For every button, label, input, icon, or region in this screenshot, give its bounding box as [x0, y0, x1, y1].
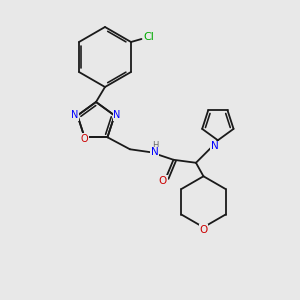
Text: O: O: [81, 134, 88, 144]
Text: O: O: [199, 225, 208, 235]
Text: N: N: [211, 141, 219, 151]
Text: N: N: [113, 110, 121, 121]
Text: H: H: [152, 141, 158, 150]
Text: O: O: [159, 176, 167, 186]
Text: Cl: Cl: [143, 32, 155, 43]
Text: N: N: [151, 147, 159, 157]
Text: N: N: [211, 141, 219, 151]
Text: N: N: [71, 110, 79, 121]
